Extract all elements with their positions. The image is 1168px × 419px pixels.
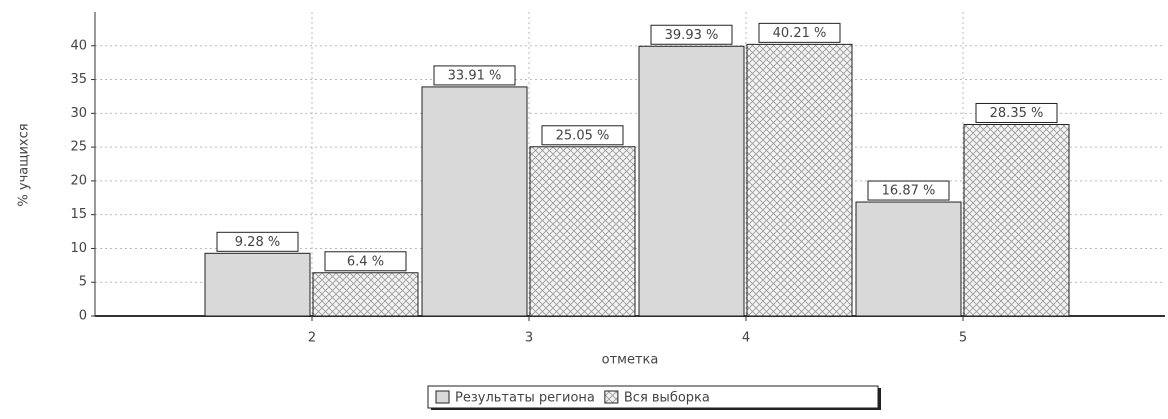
x-tick-label: 2 [308, 331, 316, 346]
value-label-box [975, 102, 1058, 123]
value-label-box [324, 251, 407, 272]
bar [529, 146, 636, 317]
value-label-box [541, 125, 624, 146]
value-label-box [867, 180, 950, 201]
value-label-box [216, 231, 299, 252]
y-tick-label: 25 [70, 140, 87, 155]
legend-label: Вся выборка [624, 391, 710, 406]
bar [638, 45, 745, 317]
value-label: 28.35 % [990, 106, 1044, 121]
x-tick-label: 3 [525, 331, 533, 346]
bar [746, 43, 853, 317]
bar [963, 123, 1070, 317]
y-tick-label: 10 [70, 241, 87, 256]
y-tick-label: 5 [79, 275, 87, 290]
legend [427, 385, 879, 409]
value-label-box [433, 65, 516, 86]
y-axis-label: % учащихся [17, 123, 32, 206]
x-axis-label: отметка [602, 353, 659, 368]
y-tick-label: 20 [70, 173, 87, 188]
value-label: 6.4 % [347, 254, 384, 269]
y-tick-label: 35 [70, 72, 87, 87]
legend-swatch [435, 390, 450, 404]
y-tick-label: 40 [70, 38, 87, 53]
legend-label: Результаты региона [455, 391, 595, 406]
value-label: 40.21 % [773, 26, 827, 41]
x-tick-label: 5 [959, 331, 967, 346]
y-tick-label: 0 [79, 309, 87, 324]
x-tick-label: 4 [742, 331, 750, 346]
value-label: 25.05 % [556, 128, 610, 143]
y-tick-label: 15 [70, 207, 87, 222]
bar [855, 201, 962, 317]
value-label-box [758, 22, 841, 43]
bar [312, 272, 419, 317]
y-tick-label: 30 [70, 106, 87, 121]
value-label-box [650, 24, 733, 45]
value-label: 16.87 % [882, 184, 936, 199]
value-label: 9.28 % [235, 235, 280, 250]
legend-swatch [604, 390, 619, 404]
bar [421, 86, 528, 317]
bar [204, 252, 311, 317]
value-label: 39.93 % [665, 28, 719, 43]
value-label: 33.91 % [448, 68, 502, 83]
